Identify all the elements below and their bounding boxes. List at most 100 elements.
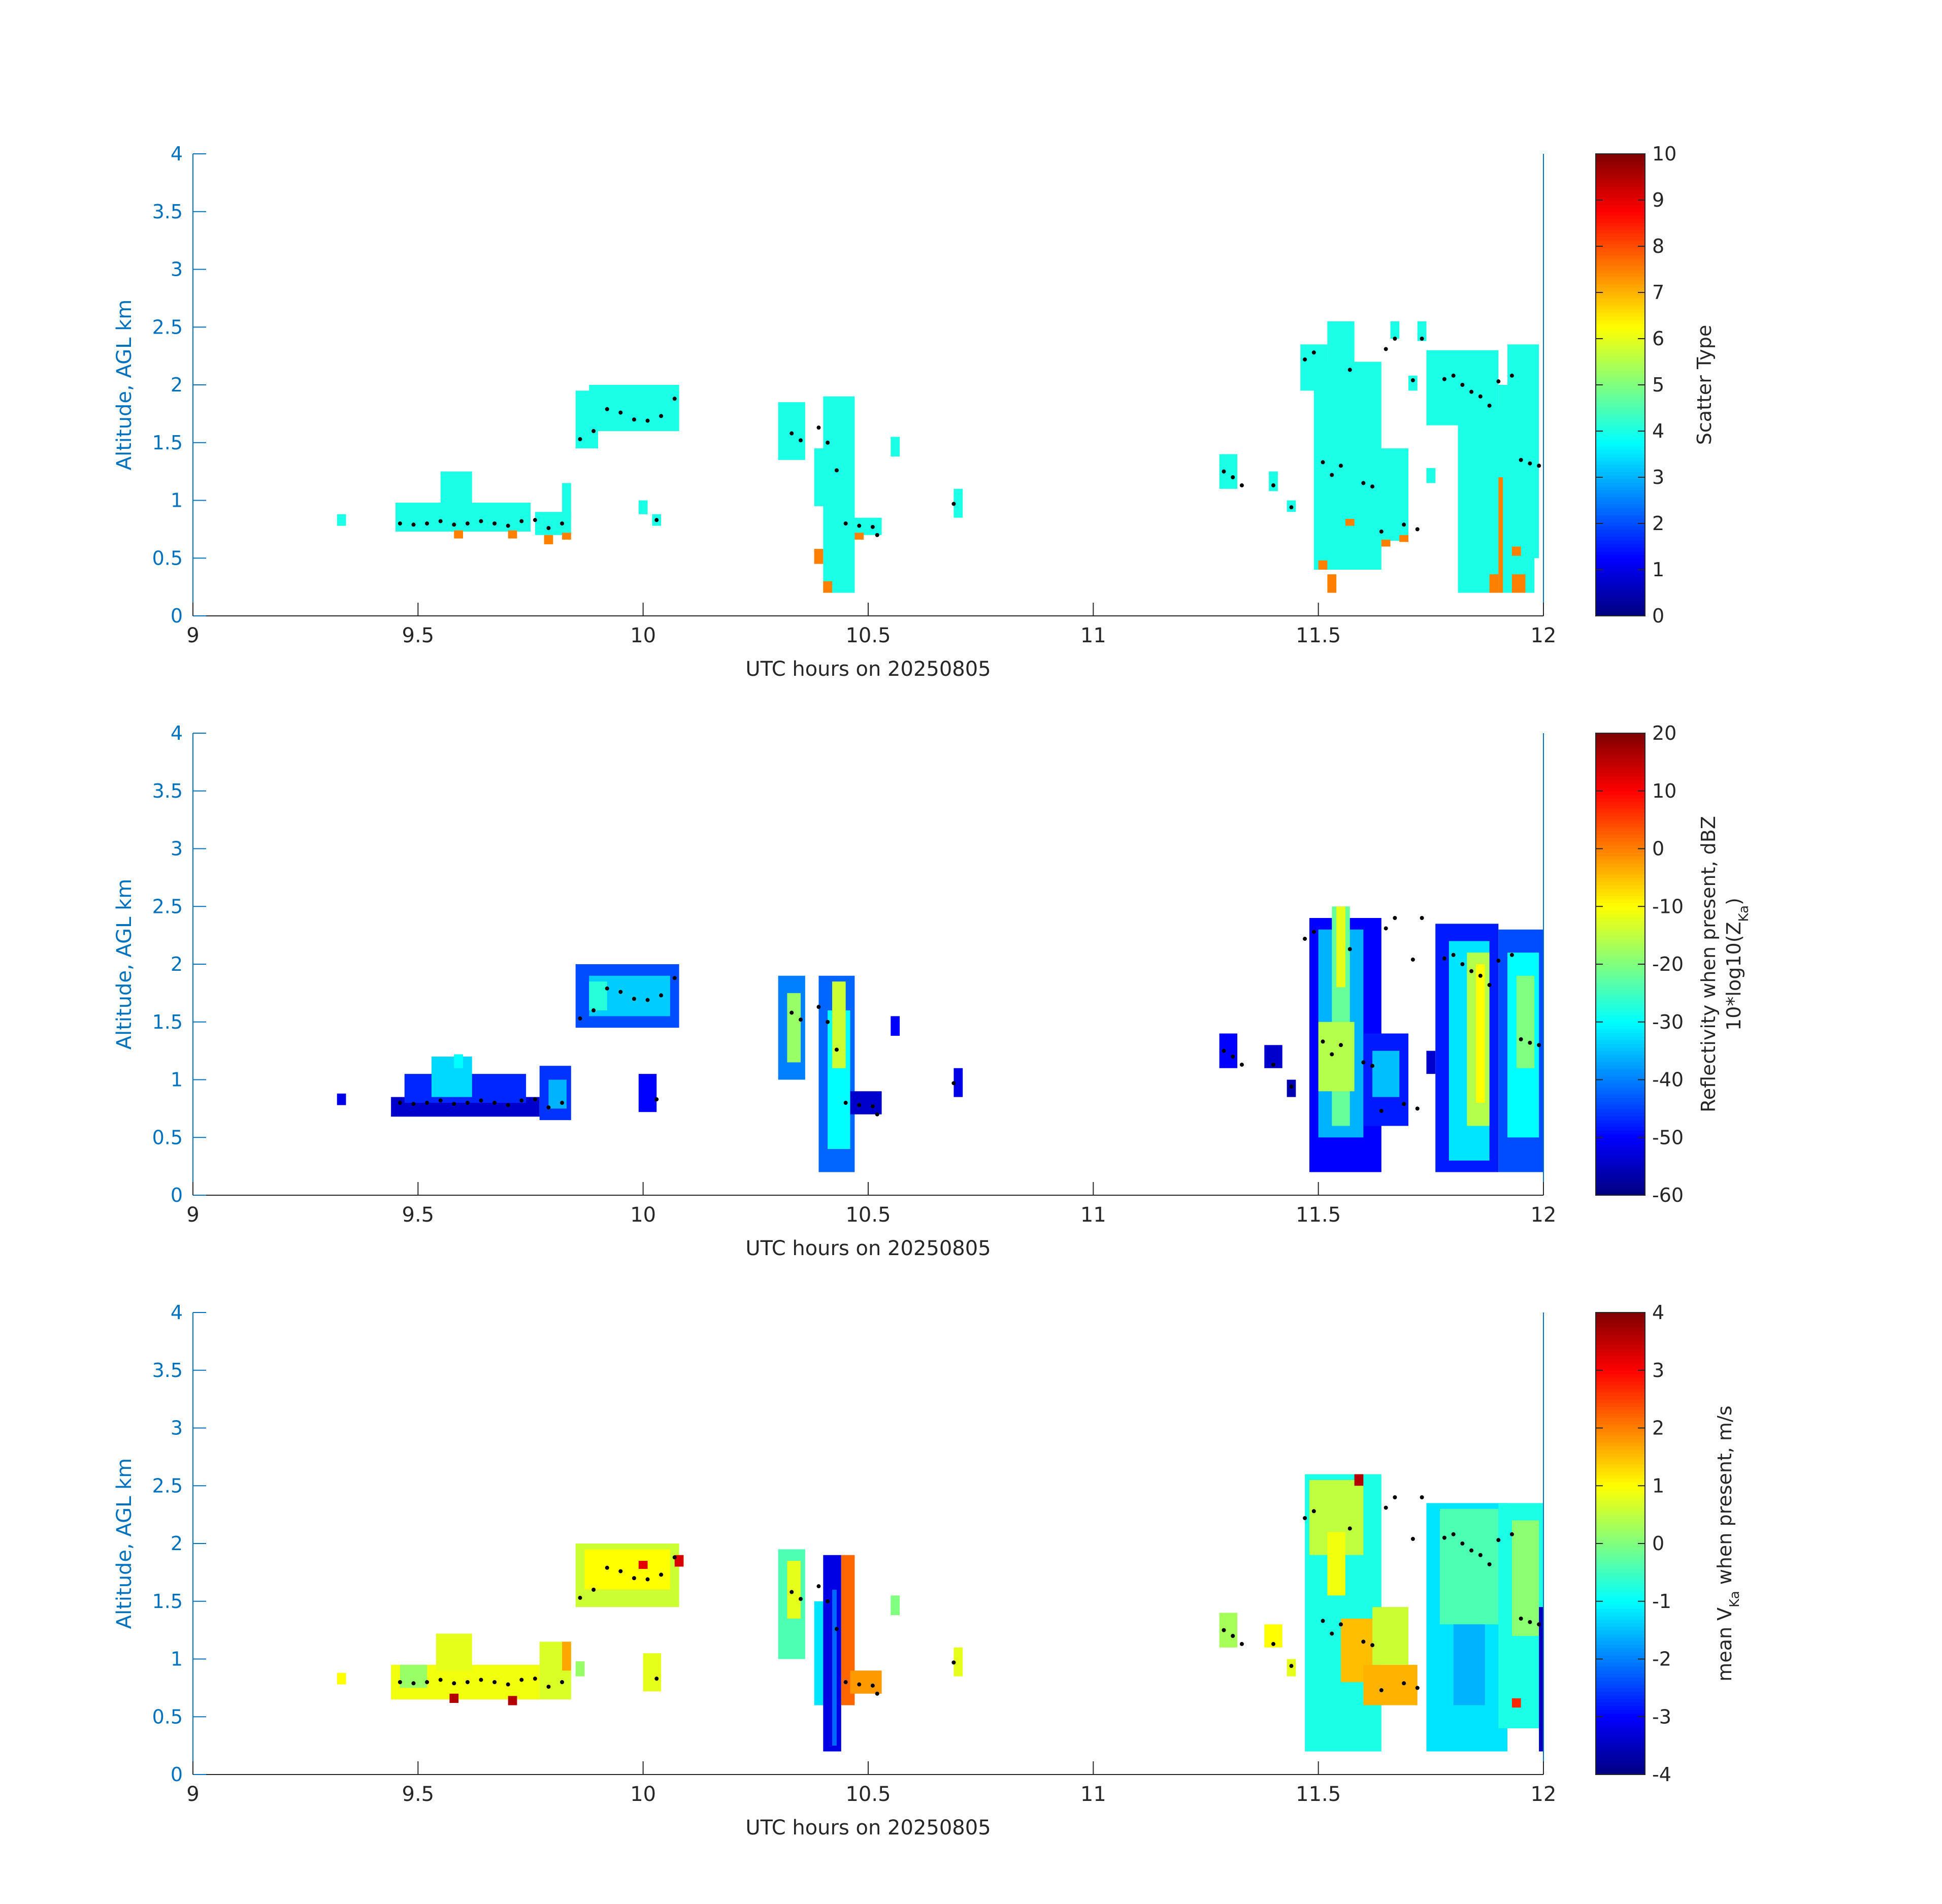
colorbar-segment: [1596, 504, 1645, 508]
colorbar-tick-label: -4: [1652, 1763, 1671, 1786]
colorbar-segment: [1596, 1450, 1645, 1454]
colorbar-segment: [1596, 1101, 1645, 1106]
cloud-base-point: [479, 1098, 483, 1103]
colorbar-segment: [1596, 1717, 1645, 1721]
cloud-base-point: [843, 521, 848, 526]
colorbar-segment: [1596, 197, 1645, 202]
cloud-base-point: [1393, 916, 1397, 920]
colorbar-segment: [1596, 1094, 1645, 1098]
colorbar-tick-label: 3: [1652, 466, 1664, 488]
data-cell: [1318, 1022, 1355, 1092]
colorbar-label: mean VKa when present, m/s: [1714, 1405, 1742, 1681]
colorbar-segment: [1596, 975, 1645, 979]
cloud-base-point: [1330, 473, 1334, 477]
colorbar-segment: [1596, 827, 1645, 831]
colorbar-segment: [1596, 1702, 1645, 1706]
data-cell: [1363, 1664, 1418, 1705]
data-cell: [1381, 539, 1391, 547]
colorbar-segment: [1596, 327, 1645, 332]
colorbar-segment: [1596, 269, 1645, 274]
x-tick-label: 11.5: [1296, 624, 1341, 647]
cloud-base-point: [578, 1016, 582, 1021]
data-cell: [1498, 477, 1503, 593]
cloud-base-point: [398, 521, 402, 526]
colorbar-segment: [1596, 877, 1645, 882]
colorbar-segment: [1596, 157, 1645, 162]
colorbar-segment: [1596, 1438, 1645, 1443]
colorbar-segment: [1596, 1522, 1645, 1526]
cloud-base-point: [1442, 956, 1446, 961]
colorbar-segment: [1596, 403, 1645, 407]
colorbar-label-sub: Ka: [1727, 1591, 1742, 1607]
colorbar-segment: [1596, 776, 1645, 781]
colorbar-segment: [1596, 489, 1645, 494]
cloud-base-point: [875, 533, 879, 537]
colorbar-segment: [1596, 1594, 1645, 1598]
data-cell: [337, 1672, 346, 1685]
colorbar-tick-label: 4: [1652, 1301, 1664, 1324]
cloud-base-point: [1339, 1622, 1343, 1627]
cloud-base-point: [654, 1097, 659, 1102]
cloud-base-point: [1330, 1631, 1334, 1636]
colorbar-segment: [1596, 547, 1645, 551]
y-tick-label: 3: [171, 1417, 183, 1439]
data-cell: [832, 1590, 837, 1746]
cloud-base-point: [465, 1101, 470, 1105]
cloud-base-point: [870, 1683, 875, 1688]
colorbar-segment: [1596, 1637, 1645, 1642]
cloud-base-point: [1528, 1040, 1532, 1045]
colorbar-tick-label: 6: [1652, 327, 1664, 350]
colorbar-segment: [1596, 558, 1645, 563]
colorbar-segment: [1596, 812, 1645, 817]
colorbar-segment: [1596, 928, 1645, 932]
colorbar-segment: [1596, 486, 1645, 490]
colorbar-segment: [1596, 406, 1645, 411]
cloud-base-point: [1442, 1535, 1446, 1540]
cloud-base-point: [1537, 464, 1541, 468]
data-cell: [891, 437, 900, 457]
colorbar-segment: [1596, 1749, 1645, 1754]
cloud-base-point: [1222, 1048, 1226, 1053]
data-cell: [508, 530, 517, 539]
colorbar-segment: [1596, 892, 1645, 896]
data-cell: [1476, 964, 1485, 1103]
data-cell: [337, 1093, 346, 1105]
colorbar-tick-label: -20: [1652, 953, 1684, 975]
cloud-base-point: [1370, 1064, 1375, 1068]
colorbar-label-units-sub: Ka: [1736, 905, 1752, 922]
cloud-base-point: [398, 1101, 402, 1105]
colorbar-segment: [1596, 262, 1645, 267]
colorbar-segment: [1596, 1126, 1645, 1131]
data-cell: [1511, 546, 1521, 556]
cloud-base-point: [1420, 916, 1424, 920]
colorbar-tick-label: -1: [1652, 1590, 1671, 1613]
colorbar-segment: [1596, 500, 1645, 505]
colorbar-segment: [1596, 1000, 1645, 1005]
colorbar-segment: [1596, 906, 1645, 911]
cloud-base-point: [826, 1020, 830, 1024]
cloud-base-point: [479, 519, 483, 523]
cloud-base-point: [506, 1682, 510, 1687]
colorbar-segment: [1596, 312, 1645, 317]
data-cell: [953, 1647, 963, 1677]
colorbar-segment: [1596, 165, 1645, 169]
cloud-base-point: [834, 1627, 839, 1631]
colorbar-segment: [1596, 608, 1645, 613]
y-tick-label: 2: [171, 374, 183, 396]
colorbar-segment: [1596, 1395, 1645, 1400]
colorbar-tick-label: 1: [1652, 1474, 1664, 1497]
x-tick-label: 9.5: [402, 1783, 435, 1806]
colorbar-segment: [1596, 798, 1645, 802]
colorbar-segment: [1596, 1007, 1645, 1012]
cloud-base-point: [1528, 1620, 1532, 1624]
cloud-base-point: [1370, 1643, 1375, 1648]
colorbar-segment: [1596, 1572, 1645, 1577]
colorbar-segment: [1596, 302, 1645, 306]
colorbar-segment: [1596, 1188, 1645, 1192]
x-tick-label: 11: [1080, 1203, 1106, 1227]
colorbar-segment: [1596, 848, 1645, 853]
cloud-base-point: [1370, 484, 1375, 489]
colorbar-segment: [1596, 1370, 1645, 1374]
colorbar-segment: [1596, 341, 1645, 346]
colorbar-segment: [1596, 1363, 1645, 1367]
